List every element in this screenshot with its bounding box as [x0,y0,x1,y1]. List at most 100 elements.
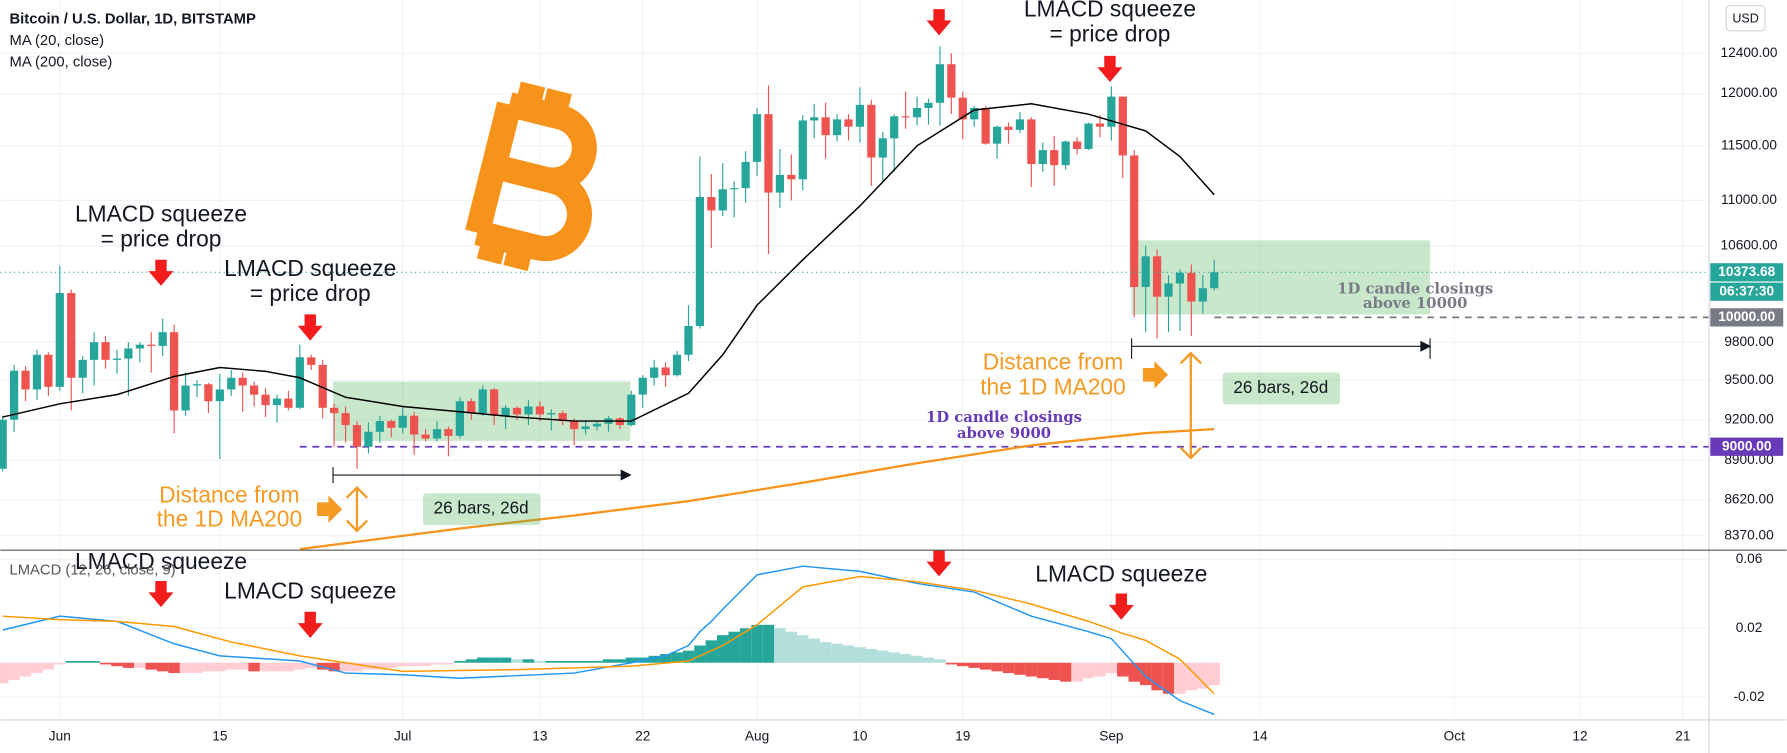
histogram-bar [1082,662,1095,679]
annotation: LMACD squeeze [224,255,396,281]
candle-body [1198,288,1207,302]
y-tick-label: 0.02 [1736,620,1763,635]
histogram-bar [65,661,77,663]
histogram-bar [762,624,775,663]
annotation: = price drop [101,225,222,251]
line [2,575,1215,695]
candle-body [764,114,773,193]
histogram-bar [1208,662,1220,686]
histogram-bar [282,662,295,672]
y-tick-label: 11500.00 [1721,137,1777,152]
candle-body [638,377,647,395]
x-tick-label: 15 [212,729,228,744]
candle-body [730,188,739,190]
histogram-bar [854,647,866,663]
plot [0,46,1710,716]
annotation: LMACD squeeze [1024,0,1196,21]
histogram-bar [534,661,546,663]
histogram-bar [1037,662,1049,679]
candle-body [478,389,487,414]
currency-button[interactable] [1725,5,1766,32]
histogram-bar [739,628,752,663]
candle-body [158,332,167,346]
annotation: = price drop [250,280,371,306]
x-tick-label: 10 [852,729,868,744]
legend-entry: MA (200, close) [9,55,112,71]
histogram-bar [294,662,306,670]
histogram-bar [579,661,592,663]
annotation: LMACD squeeze [224,577,396,603]
histogram-bar [614,659,626,663]
histogram-bar [797,635,809,663]
annotation: Distance from [159,482,299,508]
candle-body [444,429,453,436]
candle-body [650,367,659,378]
candle-body [1107,96,1116,127]
histogram-bar [705,640,718,663]
price-badge-label: 10000.00 [1718,309,1775,324]
histogram-bar [248,662,260,672]
y-tick-label: 9500.00 [1724,372,1774,387]
currency[interactable]: USD [1732,12,1758,26]
annotation: the 1D MA200 [157,506,303,532]
histogram-bar [659,654,672,663]
candle-body [981,107,990,144]
histogram-bar [968,662,980,668]
annotation: LMACD squeeze [1035,560,1207,586]
histogram-bar [1094,662,1106,677]
x-tick-label: 14 [1252,729,1268,744]
histogram-bar [1185,662,1198,691]
candle-body [1187,272,1196,302]
candle-body [181,385,190,411]
candle-body [398,415,407,428]
histogram-bar [671,652,683,663]
histogram-bar [374,662,386,670]
histogram-bar [202,662,215,672]
candle-body [661,367,670,376]
candle-body [364,431,373,447]
candle-body [1210,272,1219,289]
price-badge-label: 9000.00 [1722,438,1772,453]
histogram-bar [957,662,969,667]
candle-body [421,434,430,439]
candle-body [1050,150,1059,166]
histogram-bar [316,662,329,670]
histogram-bar [408,662,420,667]
y-tick-label: 12400.00 [1721,45,1778,60]
candle-body [44,354,53,387]
histogram-bar [305,662,317,668]
candle-body [1015,119,1025,130]
candle-body [135,344,144,349]
histogram-bar [511,659,523,663]
histogram-bar [236,662,249,670]
annotation: 26 bars, 26d [1233,378,1328,397]
histogram-bar [842,645,855,663]
candle-body [215,389,224,402]
histogram-bar [899,654,912,663]
candle-body [272,398,282,406]
candle-body [878,138,887,158]
histogram-bar [191,662,203,674]
candle-body [524,406,533,415]
label-box [1222,372,1341,405]
y-tick-label: 8620.00 [1724,491,1774,506]
histogram-bar [339,662,352,672]
histogram-bar [1151,662,1163,691]
distance-arrow [345,351,1202,533]
histogram-bar [545,661,558,663]
candle-body [467,401,476,414]
candle-body [890,116,899,139]
histogram-bar [1059,662,1072,682]
annotation: above 10000 [1363,295,1467,312]
x-tick-label: Aug [745,729,769,744]
candle-body [490,389,499,416]
candle-body [707,197,716,211]
x-tick-label: 13 [532,729,547,744]
histogram-bar [557,661,569,663]
candle-body [192,384,202,386]
candle-body [89,342,99,360]
candle-body [867,104,876,158]
annotation: = price drop [1050,20,1171,46]
candle-body [832,119,842,136]
candle-body [798,120,807,180]
